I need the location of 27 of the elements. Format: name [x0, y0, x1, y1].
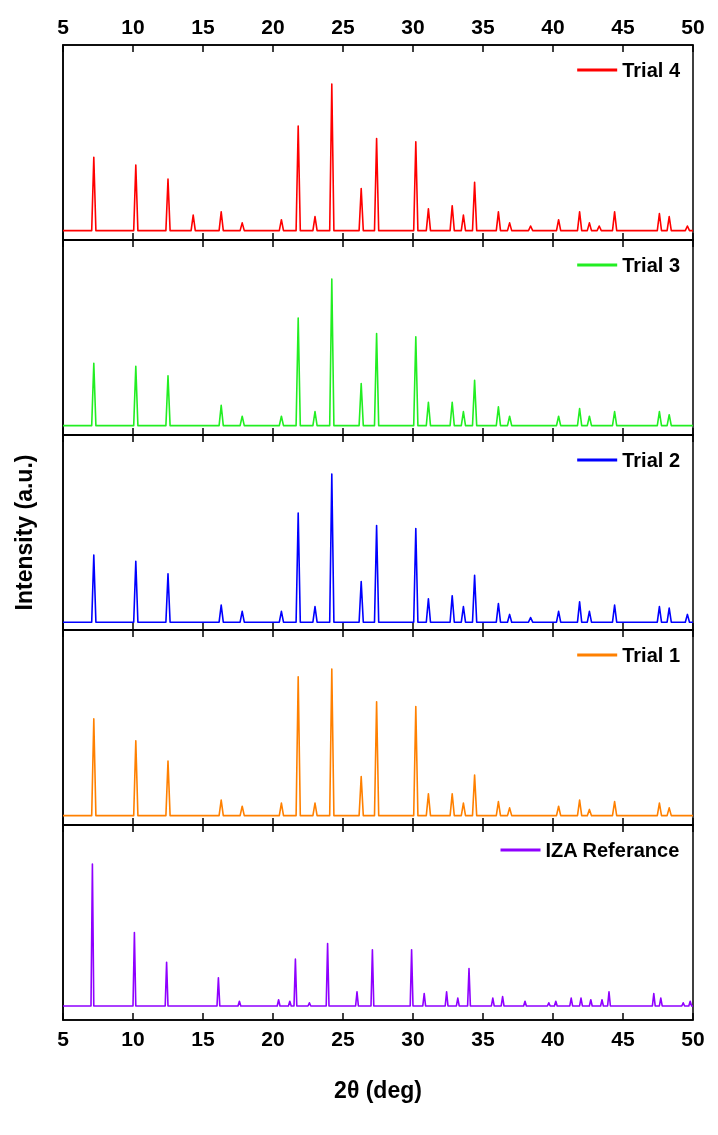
x-tick-label: 35 — [471, 1027, 495, 1050]
x-tick-label: 20 — [261, 1027, 285, 1050]
x2-tick-label: 25 — [331, 15, 355, 38]
x2-tick-label: 20 — [261, 15, 285, 38]
x-tick-label: 45 — [611, 1027, 635, 1050]
x-axis-title: 2θ (deg) — [334, 1076, 422, 1103]
legend-label: Trial 4 — [622, 59, 681, 81]
x2-tick-label: 45 — [611, 15, 635, 38]
x-tick-label: 50 — [681, 1027, 705, 1050]
x2-tick-label: 10 — [121, 15, 145, 38]
x-tick-label: 25 — [331, 1027, 355, 1050]
x-tick-label: 5 — [57, 1027, 70, 1050]
legend-label: IZA Referance — [545, 839, 680, 861]
x-tick-label: 30 — [401, 1027, 425, 1050]
legend-label: Trial 2 — [622, 449, 680, 471]
x2-tick-label: 35 — [471, 15, 495, 38]
legend-label: Trial 1 — [622, 644, 680, 666]
x2-tick-label: 40 — [541, 15, 565, 38]
x2-tick-label: 50 — [681, 15, 705, 38]
x2-tick-label: 15 — [191, 15, 215, 38]
x2-tick-label: 30 — [401, 15, 425, 38]
x-tick-label: 10 — [121, 1027, 145, 1050]
x2-tick-label: 5 — [57, 15, 70, 38]
x-tick-label: 15 — [191, 1027, 215, 1050]
legend-label: Trial 3 — [622, 254, 680, 276]
x-tick-label: 40 — [541, 1027, 565, 1050]
y-axis-title: Intensity (a.u.) — [10, 454, 37, 611]
